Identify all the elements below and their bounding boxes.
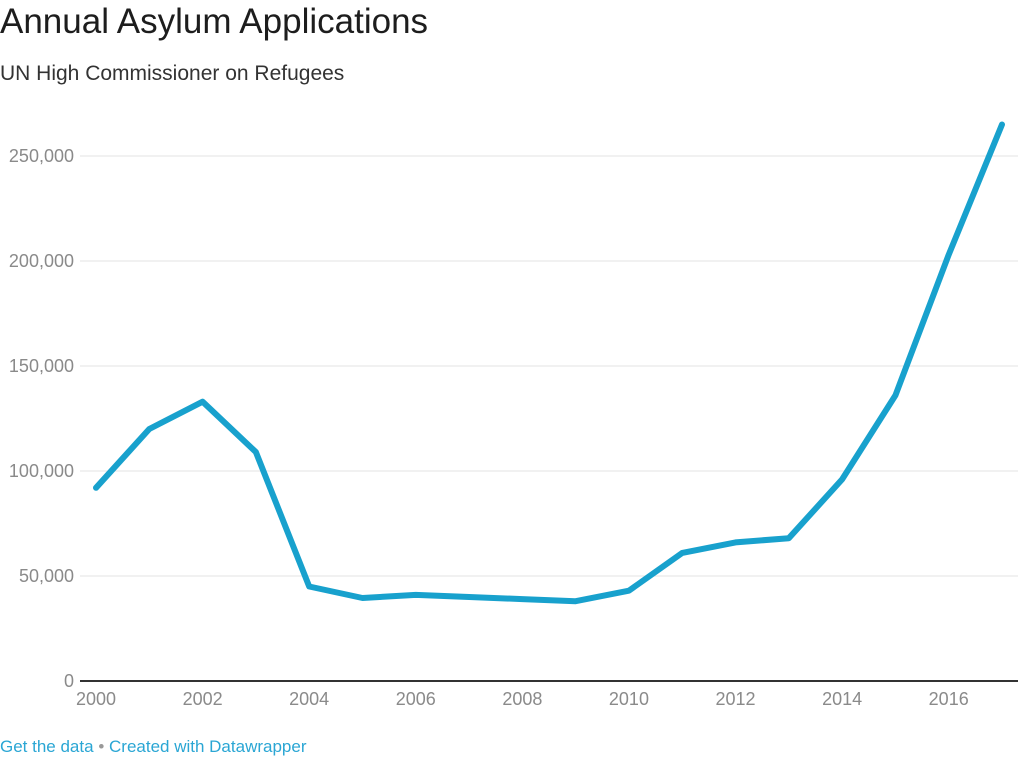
x-tick-label: 2014 [822,689,862,709]
footer: Get the data • Created with Datawrapper [0,737,306,757]
x-tick-label: 2016 [929,689,969,709]
x-tick-label: 2006 [396,689,436,709]
chart-title: Annual Asylum Applications [0,2,429,41]
x-tick-label: 2002 [183,689,223,709]
x-tick-label: 2004 [289,689,329,709]
x-axis-ticks: 2000 2002 2004 2006 2008 2010 2012 2014 2016 [76,689,969,709]
get-data-link[interactable]: Get the data [0,737,94,756]
y-tick-label: 250,000 [9,146,74,166]
x-tick-label: 2012 [716,689,756,709]
y-tick-label: 0 [64,671,74,691]
chart-subtitle: UN High Commissioner on Refugees [0,62,345,85]
datawrapper-link[interactable]: Created with Datawrapper [109,737,307,756]
y-tick-label: 200,000 [9,251,74,271]
y-tick-label: 100,000 [9,461,74,481]
x-tick-label: 2000 [76,689,116,709]
gridlines [80,155,1018,682]
y-tick-label: 150,000 [9,356,74,376]
y-axis-ticks: 0 50,000 100,000 150,000 200,000 250,000 [9,146,74,691]
line-chart: 0 50,000 100,000 150,000 200,000 250,000 2000… [9,121,1018,709]
x-tick-label: 2008 [502,689,542,709]
y-tick-label: 50,000 [19,566,74,586]
footer-separator: • [98,737,105,756]
series-line [93,121,1005,605]
x-tick-label: 2010 [609,689,649,709]
